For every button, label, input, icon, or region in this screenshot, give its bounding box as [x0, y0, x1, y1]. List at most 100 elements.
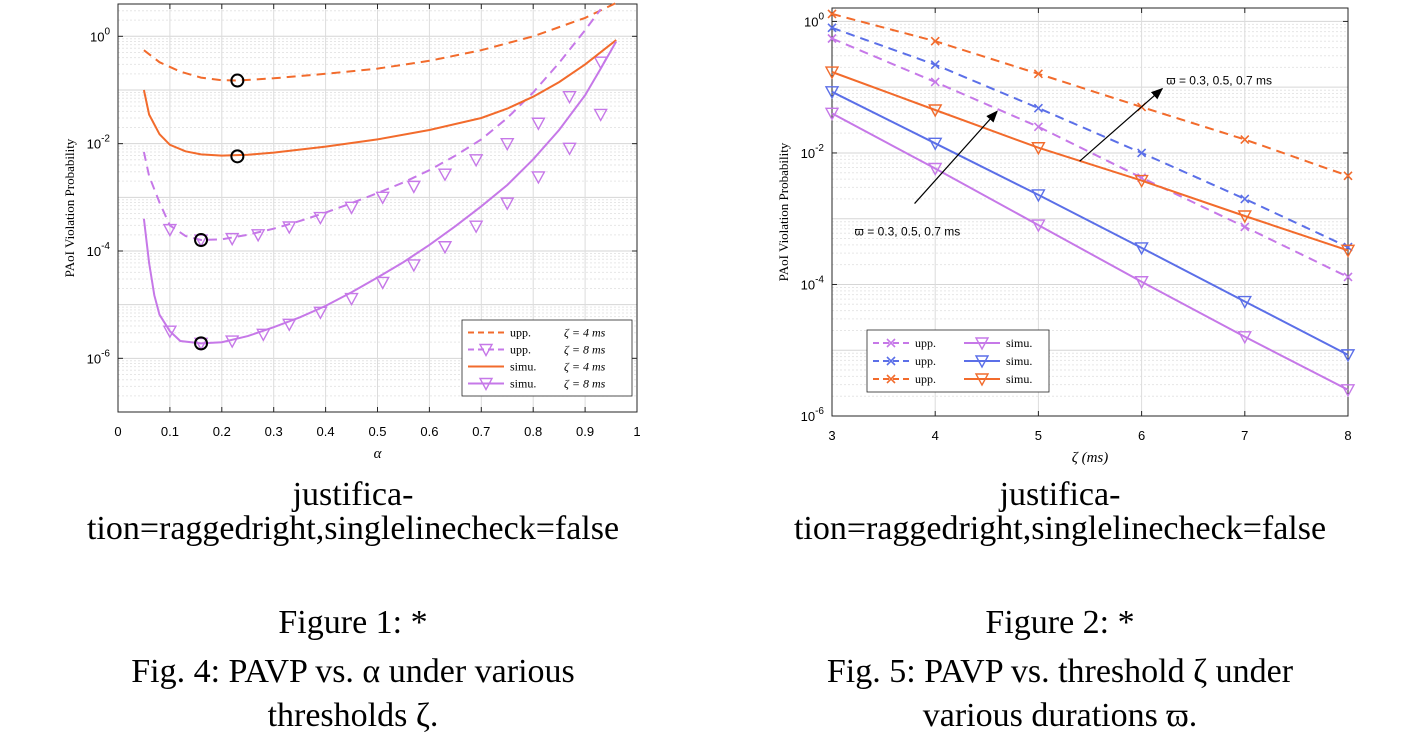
data-point — [468, 220, 484, 234]
data-point — [928, 137, 943, 151]
optimum-marker-circle — [230, 149, 245, 164]
legend-label: upp. — [510, 326, 531, 340]
data-point — [1237, 210, 1252, 224]
series-5 — [824, 66, 1356, 258]
data-point — [282, 221, 297, 235]
y-tick-label-exp: -6 — [101, 348, 110, 359]
figure-2-label: Figure 2: * — [985, 604, 1135, 641]
x-tick-label: 0.5 — [368, 424, 386, 439]
data-point — [1237, 295, 1252, 310]
data-point — [162, 325, 178, 339]
figure-1-description: Fig. 4: PAVP vs. α under various thresho… — [0, 650, 706, 738]
data-point — [1134, 174, 1149, 189]
data-point — [468, 154, 484, 168]
x-tick-label: 8 — [1344, 428, 1351, 443]
legend-label: simu. — [1006, 372, 1032, 386]
legend-marker — [974, 337, 990, 351]
figure-2-panel: 3 4 5 6 7 8 10-6 10-4 10-2 100 ζ (ms) PAoI Violatio… — [707, 0, 1413, 740]
chart-pavp-vs-alpha: 0 0.1 0.2 0.3 0.4 0.5 0.6 0.7 0.8 0.9 110-610-410-… — [62, 1, 641, 462]
legend: upp. upp. upp. simu. simu. simu. — [866, 329, 1050, 393]
legend-entry: upp. — [873, 372, 936, 386]
y-tick-label-exp: -6 — [815, 406, 824, 417]
y-tick-label-base: 10 — [804, 14, 818, 29]
data-point — [928, 162, 943, 176]
y-tick-label-base: 10 — [87, 351, 101, 366]
data-point — [344, 292, 359, 307]
legend-label: upp. — [915, 372, 936, 386]
annotation-label: ϖ = 0.3, 0.5, 0.7 ms — [855, 225, 961, 239]
y-tick-label: 100 — [90, 26, 110, 44]
legend-label: upp. — [915, 354, 936, 368]
data-point — [1340, 349, 1356, 363]
legend-entry: simu. — [964, 354, 1032, 369]
y-tick-label-exp: -4 — [101, 241, 110, 252]
legend-entry: upp. — [873, 336, 936, 350]
series-1 — [827, 23, 1353, 252]
data-point — [827, 23, 837, 33]
data-point — [1340, 244, 1356, 258]
legend-entry: simu. — [964, 336, 1032, 351]
data-point — [930, 77, 940, 87]
series-line — [831, 37, 1349, 278]
legend-label: simu. — [510, 377, 536, 391]
data-point — [406, 259, 422, 273]
series-line — [142, 8, 602, 242]
y-axis-label: PAoI Violation Probability — [62, 138, 77, 277]
x-tick-label: 0.9 — [576, 424, 594, 439]
figure-1-description-line-2: thresholds ζ. — [267, 697, 439, 734]
y-tick-label: 10-4 — [801, 274, 825, 292]
legend-marker — [974, 355, 990, 369]
legend-param: ζ = 8 ms — [564, 343, 606, 357]
data-point — [313, 211, 328, 226]
data-point — [250, 229, 266, 243]
x-tick-label: 7 — [1241, 428, 1248, 443]
y-tick-label: 10-2 — [87, 134, 111, 152]
figure-1-label: Figure 1: * — [278, 604, 428, 641]
legend-entry: upp. ζ = 4 ms — [468, 326, 606, 340]
data-point — [1240, 194, 1250, 204]
data-point — [1340, 384, 1356, 398]
y-tick-label-base: 10 — [801, 146, 815, 161]
x-tick-label: 0.2 — [213, 424, 231, 439]
figure-2-justification-line-1: justifica- — [999, 476, 1121, 513]
data-point — [562, 142, 577, 156]
x-tick-label: 0.7 — [472, 424, 490, 439]
legend-label: upp. — [915, 336, 936, 350]
legend-label: upp. — [510, 343, 531, 357]
series-1 — [142, 8, 608, 248]
data-point — [162, 223, 178, 238]
y-tick-label: 100 — [804, 11, 824, 29]
legend-entry: simu. ζ = 4 ms — [468, 360, 606, 374]
figure-1-justification: justifica- tion=raggedright,singlelinech… — [0, 478, 706, 546]
data-point — [437, 168, 453, 182]
legend-marker — [886, 374, 896, 384]
data-point — [1031, 219, 1046, 233]
data-point — [827, 33, 837, 44]
y-tick-label: 10-6 — [801, 406, 825, 424]
data-point — [1240, 134, 1250, 145]
figure-2-description: Fig. 5: PAVP vs. threshold ζ under vario… — [707, 650, 1413, 738]
legend-entry: upp. — [873, 354, 936, 368]
data-point — [827, 9, 837, 19]
legend-entry: simu. ζ = 8 ms — [468, 377, 606, 391]
annotation-label: ϖ = 0.3, 0.5, 0.7 ms — [1166, 74, 1272, 88]
series-line — [142, 41, 618, 345]
data-point — [1033, 103, 1043, 113]
data-point — [593, 108, 608, 122]
legend-marker — [478, 343, 494, 357]
legend-param: ζ = 4 ms — [564, 360, 606, 374]
data-point — [1134, 242, 1149, 256]
x-tick-label: 3 — [828, 428, 835, 443]
legend-label: simu. — [1006, 354, 1032, 368]
data-point — [1237, 331, 1252, 345]
x-axis-label: α — [374, 446, 383, 462]
data-point — [193, 234, 209, 248]
series-line — [142, 39, 617, 157]
data-point — [313, 306, 328, 320]
data-point — [1343, 272, 1353, 282]
optimum-marker-circle — [230, 73, 245, 88]
x-tick-label: 5 — [1035, 428, 1042, 443]
figure-2-justification: justifica- tion=raggedright,singlelinech… — [707, 478, 1413, 546]
legend-entry: upp. ζ = 8 ms — [468, 343, 606, 357]
series-2 — [142, 39, 617, 157]
